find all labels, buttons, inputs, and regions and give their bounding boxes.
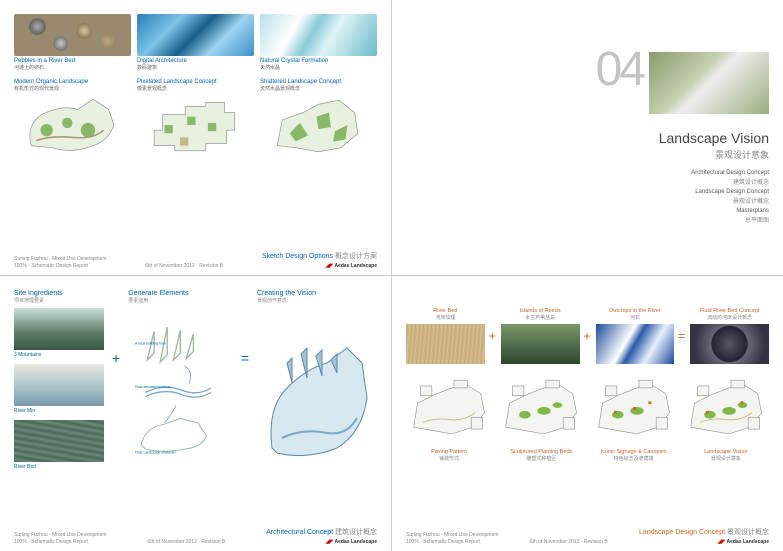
- plan-paving: [406, 374, 492, 442]
- p4-plan-0: Paving Pattern铺装形式: [406, 374, 492, 462]
- p1-cell-0: Pebbles in a River Bed 河滩上的卵石: [14, 14, 131, 71]
- col-h-cn: 景观创作意念: [257, 297, 377, 304]
- plan-organic: [14, 94, 131, 156]
- diagram-elements: A local building form Fluid elevated wal…: [128, 308, 233, 468]
- svg-text:Fluid elevated walkway: Fluid elevated walkway: [135, 385, 171, 389]
- thumb-crystal: [260, 14, 377, 56]
- footer-left: Suning Fuzhou - Mixed Use Development100…: [14, 256, 107, 269]
- equals-op: =: [241, 290, 249, 476]
- p4-bot-row: Paving Pattern铺装形式 Sculptured Planting B…: [406, 374, 769, 462]
- logo-icon: Aedas Landscape: [262, 263, 377, 269]
- p1-grid: Pebbles in a River Bed 河滩上的卵石 Digital Ar…: [14, 14, 377, 156]
- footer-date: 6th of November 2012 - Revision B: [530, 539, 608, 545]
- page-arch-concept: Site Ingredients 项目地理要素 3 Mountains Rive…: [0, 276, 391, 551]
- p4-item-3: Fluid River Bed Concept流动的河床设计概念: [690, 308, 769, 364]
- footer-right: Architectural Concept 建筑设计概念 Aedas Lands…: [266, 527, 377, 545]
- cap: River Bed: [14, 464, 104, 470]
- thumb-digital: [137, 14, 254, 56]
- p4-plan-2: Iconic Signage & Canopies特色标志及遮荫篷: [591, 374, 677, 462]
- img-outcrops: [596, 324, 675, 364]
- footer-title: Sketch Design Options 概念设计方案: [262, 253, 377, 260]
- section-title-en: Landscape Vision: [659, 130, 769, 146]
- thumb-pebbles: [14, 14, 131, 56]
- section-image: [649, 52, 769, 114]
- label-cn: 河滩上的卵石: [14, 64, 131, 71]
- img-river: [14, 364, 104, 406]
- p4-plan-1: Sculptured Planting Beds雕塑式种植区: [498, 374, 584, 462]
- page-landscape-concept: River Bed河床纹理 + Islands of Reeds水生芦苇丛岛 +…: [392, 276, 783, 551]
- img-riverbed: [14, 420, 104, 462]
- section-subs: Architectural Design Concept建筑设计概念 Lands…: [659, 169, 769, 227]
- page-section-title: 04 Landscape Vision 景观设计意象 Architectural…: [392, 0, 783, 275]
- cap: 3 Mountains: [14, 352, 104, 358]
- p4-item-1: Islands of Reeds水生芦苇丛岛: [501, 308, 580, 364]
- label-cn: 有机形式的现代景观: [14, 85, 131, 92]
- footer: Suning Fuzhou - Mixed Use Development100…: [406, 527, 769, 545]
- p4-item-0: River Bed河床纹理: [406, 308, 485, 364]
- p4-plan-3: Landscape Vision景观设计意象: [683, 374, 769, 462]
- p4-item-2: Outcrops in the River河石: [596, 308, 675, 364]
- plan-vision: [683, 374, 769, 442]
- footer-right: Sketch Design Options 概念设计方案 Aedas Lands…: [262, 251, 377, 269]
- footer-title: Landscape Design Concept 景观设计概念: [639, 529, 769, 536]
- footer-right: Landscape Design Concept 景观设计概念 Aedas La…: [639, 527, 769, 545]
- label-cn: 天然水晶: [260, 64, 377, 71]
- svg-text:Fluid Landscape character: Fluid Landscape character: [135, 450, 177, 454]
- p1-cell-4: Pixelated Landscape Concept 像素景观概念: [137, 77, 254, 156]
- p3-col-vision: Creating the Vision 景观创作意念: [257, 290, 377, 476]
- footer: Suning Fuzhou - Mixed Use Development100…: [14, 251, 377, 269]
- vision-render: [257, 308, 377, 468]
- plan-signage: [591, 374, 677, 442]
- p1-cell-3: Modern Organic Landscape 有机形式的现代景观: [14, 77, 131, 156]
- plus-icon: +: [584, 329, 592, 343]
- logo-icon: Aedas Landscape: [639, 539, 769, 545]
- svg-text:A local building form: A local building form: [135, 341, 166, 345]
- p4-top-row: River Bed河床纹理 + Islands of Reeds水生芦苇丛岛 +…: [406, 308, 769, 364]
- plus-icon: +: [489, 329, 497, 343]
- footer: Suning Fuzhou - Mixed Use Development100…: [14, 527, 377, 545]
- col-h-cn: 项目地理要素: [14, 297, 104, 304]
- col-h-en: Generate Elements: [128, 290, 233, 297]
- col-h-en: Site Ingredients: [14, 290, 104, 297]
- cap: River Min: [14, 408, 104, 414]
- footer-left: Suning Fuzhou - Mixed Use Development100…: [14, 532, 107, 545]
- p1-cell-5: Shattered Landscape Concept 天然水晶景观概念: [260, 77, 377, 156]
- footer-left: Suning Fuzhou - Mixed Use Development100…: [406, 532, 499, 545]
- img-mountains: [14, 308, 104, 350]
- plan-planting: [498, 374, 584, 442]
- footer-title: Architectural Concept 建筑设计概念: [266, 529, 377, 536]
- p1-cell-2: Natural Crystal Formation 天然水晶: [260, 14, 377, 71]
- plan-pixel: [137, 94, 254, 156]
- plus-op: +: [112, 290, 120, 476]
- col-h-en: Creating the Vision: [257, 290, 377, 297]
- equals-icon: =: [678, 329, 686, 343]
- label-cn: 天然水晶景观概念: [260, 85, 377, 92]
- label-cn: 数码建筑: [137, 64, 254, 71]
- footer-date: 6th of November 2012 - Revision B: [145, 263, 223, 269]
- p3-col-ingredients: Site Ingredients 项目地理要素 3 Mountains Rive…: [14, 290, 104, 476]
- p3-row: Site Ingredients 项目地理要素 3 Mountains Rive…: [14, 290, 377, 476]
- p3-col-generate: Generate Elements 要素运用 A local building …: [128, 290, 233, 476]
- logo-icon: Aedas Landscape: [266, 539, 377, 545]
- img-concept: [690, 324, 769, 364]
- footer-date: 6th of November 2012 - Revision B: [147, 539, 225, 545]
- plan-shatter: [260, 94, 377, 156]
- spread: Pebbles in a River Bed 河滩上的卵石 Digital Ar…: [0, 0, 783, 551]
- p1-cell-1: Digital Architecture 数码建筑: [137, 14, 254, 71]
- col-h-cn: 要素运用: [128, 297, 233, 304]
- section-number: 04: [596, 46, 643, 94]
- page-sketch-options: Pebbles in a River Bed 河滩上的卵石 Digital Ar…: [0, 0, 391, 275]
- section-text: Landscape Vision 景观设计意象 Architectural De…: [659, 130, 769, 227]
- img-reeds: [501, 324, 580, 364]
- label-cn: 像素景观概念: [137, 85, 254, 92]
- section-title-cn: 景观设计意象: [659, 148, 769, 161]
- img-riverbed: [406, 324, 485, 364]
